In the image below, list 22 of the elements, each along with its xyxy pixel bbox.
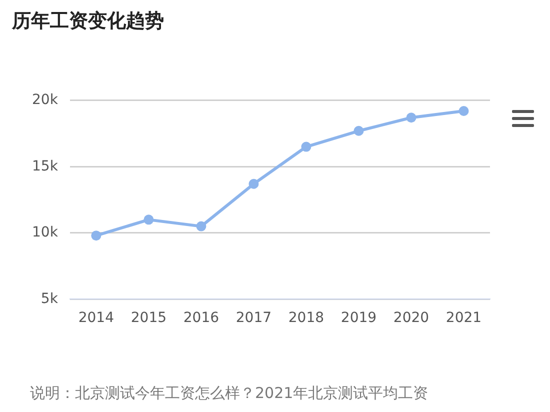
point (406, 112, 416, 123)
y-tick-label: 10k (32, 224, 59, 241)
point (354, 126, 364, 136)
x-tick-label: 2020 (393, 310, 430, 326)
point (144, 214, 154, 225)
point (91, 230, 102, 241)
point (196, 221, 206, 232)
y-tick-label: 15k (32, 158, 59, 174)
x-tick-label: 2018 (288, 310, 324, 326)
x-tick-label: 2016 (183, 310, 220, 326)
chart-title: 历年工资变化趋势 (12, 9, 164, 34)
x-tick-label: 2015 (130, 310, 167, 326)
y-tick-label: 20k (32, 92, 59, 108)
x-tick-label: 2014 (78, 310, 114, 326)
x-tick-label: 2017 (236, 310, 272, 326)
point (458, 106, 469, 116)
point (248, 178, 259, 189)
x-tick-label: 2021 (446, 310, 482, 326)
x-tick-label: 2019 (340, 310, 377, 326)
y-tick-label: 5k (40, 290, 59, 307)
text: 说明：北京测试今年工资怎么样？2021年北京测试平均工资 (30, 384, 428, 403)
point (301, 142, 312, 152)
